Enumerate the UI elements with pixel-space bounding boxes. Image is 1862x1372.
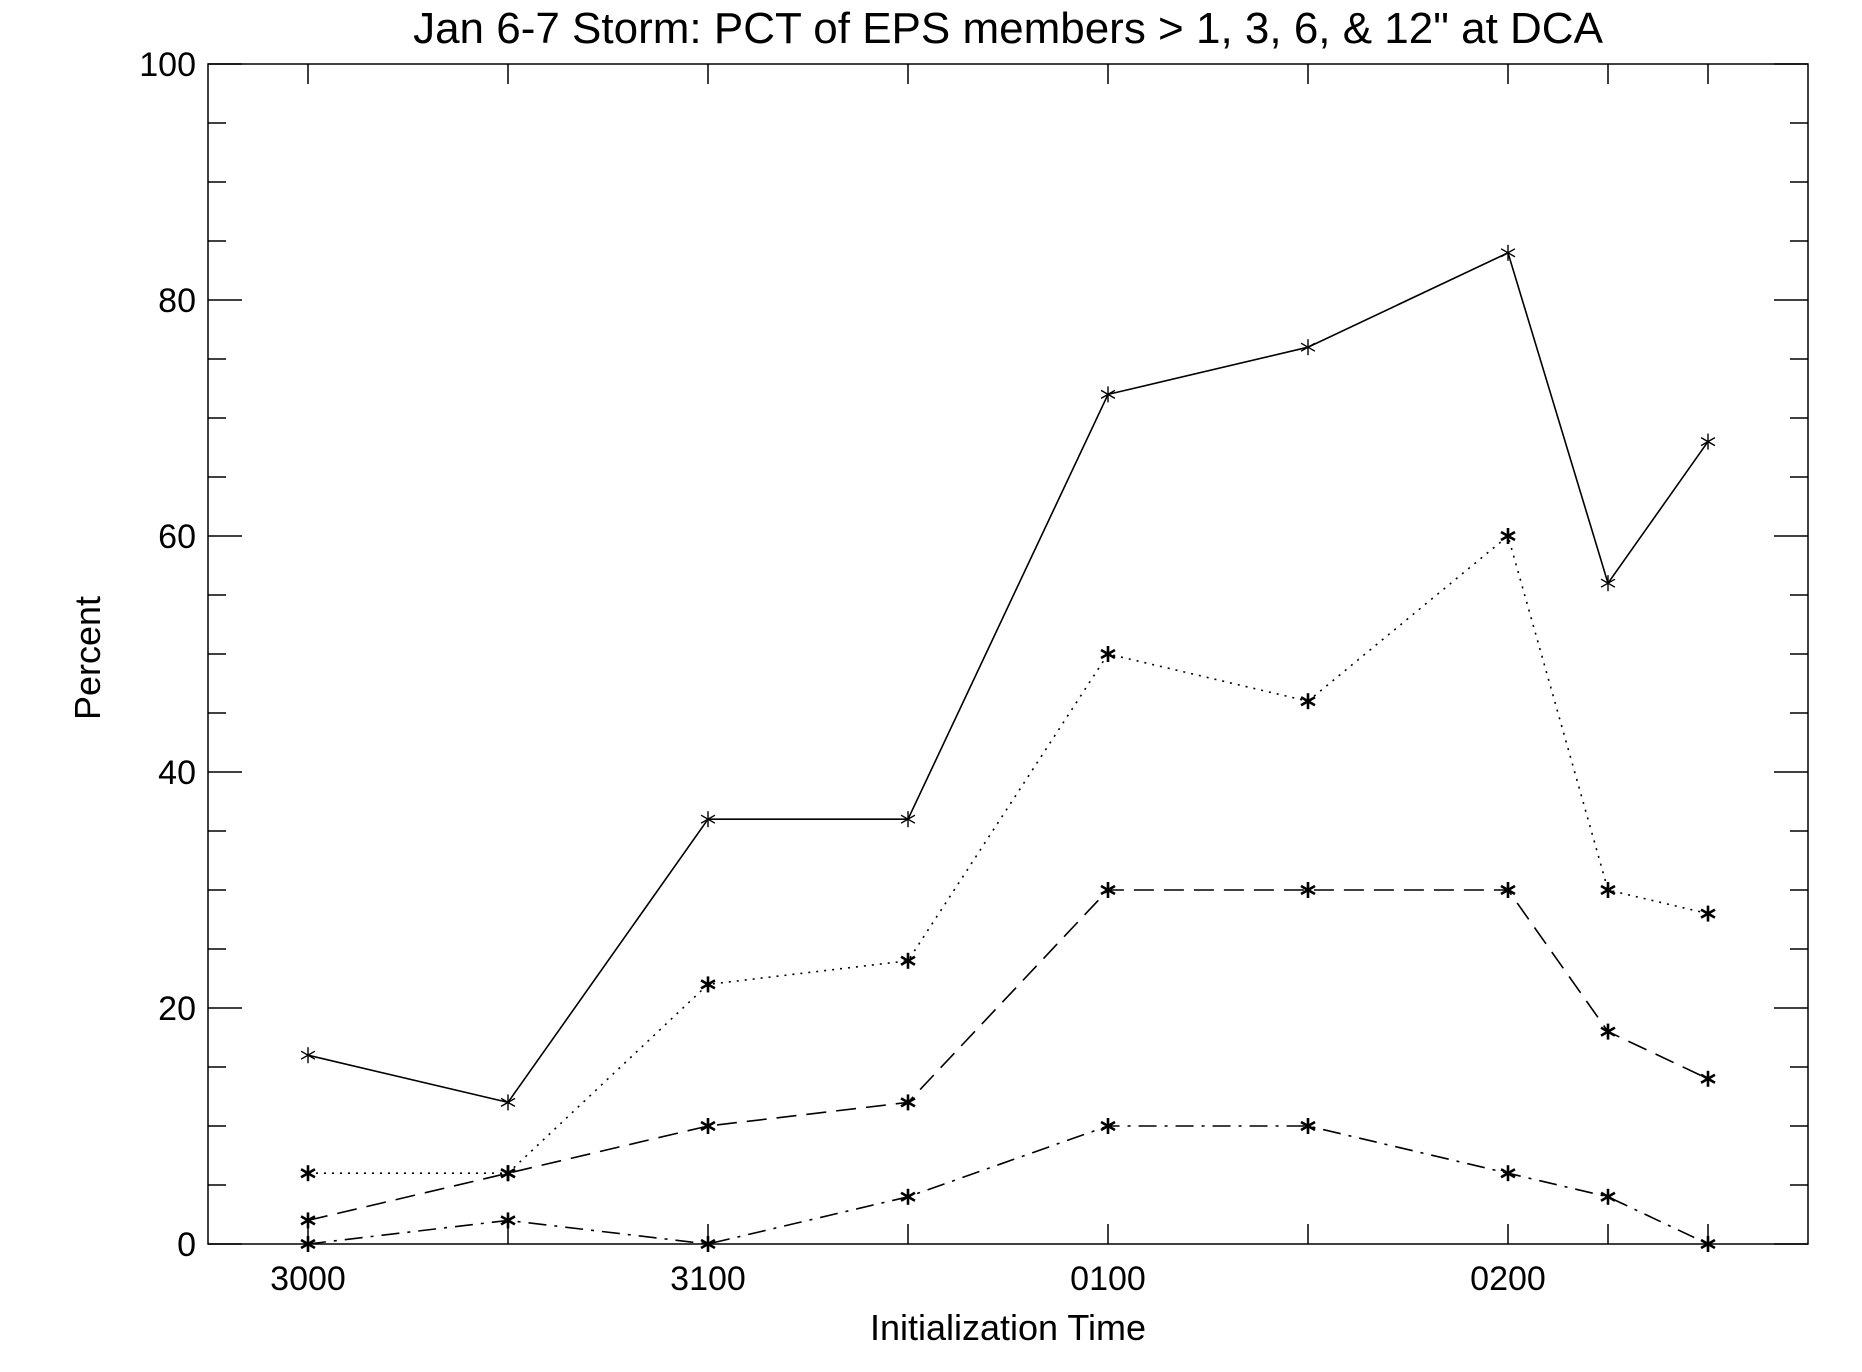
- series-layer: [300, 244, 1716, 1252]
- data-point: [1500, 528, 1516, 544]
- data-point: [1700, 1236, 1716, 1252]
- data-point: [500, 1165, 516, 1182]
- series-line: [307, 1125, 1709, 1245]
- data-point: [500, 1212, 516, 1229]
- data-point: [700, 1236, 716, 1252]
- data-point: [1100, 1118, 1116, 1134]
- x-tick-label: 3100: [670, 1260, 746, 1298]
- data-point: [1100, 646, 1116, 662]
- data-point: [1300, 1118, 1316, 1134]
- y-tick-label: 20: [158, 990, 196, 1028]
- data-point: [300, 1165, 316, 1182]
- data-point: [900, 1094, 916, 1111]
- x-axis-ticks: 3000 3100 0100 0200: [270, 64, 1709, 1298]
- y-tick-label: 40: [158, 754, 196, 792]
- data-point: [1100, 386, 1116, 403]
- y-tick-label: 100: [139, 46, 196, 84]
- data-point: [1700, 1070, 1716, 1087]
- x-tick-label: 3000: [270, 1260, 346, 1298]
- data-point: [700, 811, 716, 828]
- series-line: [307, 251, 1709, 1104]
- data-point: [700, 1118, 716, 1134]
- data-point: [1700, 905, 1716, 922]
- x-tick-label: 0200: [1470, 1260, 1546, 1298]
- plot-frame: [207, 63, 1809, 1245]
- chart-title: Jan 6-7 Storm: PCT of EPS members > 1, 3…: [413, 4, 1604, 53]
- data-point: [300, 1236, 316, 1252]
- data-point: [1300, 882, 1316, 898]
- series-line: [308, 534, 1709, 1174]
- data-point: [1500, 244, 1516, 261]
- x-axis-label: Initialization Time: [870, 1307, 1146, 1348]
- data-point: [1600, 1023, 1616, 1040]
- data-point: [900, 1188, 916, 1205]
- data-point: [300, 1047, 316, 1064]
- series-3: [300, 882, 1716, 1229]
- series-2: [300, 528, 1716, 1182]
- x-tick-label: 0100: [1070, 1260, 1146, 1298]
- series-1: [300, 244, 1716, 1111]
- data-point: [1600, 1188, 1616, 1205]
- data-point: [1100, 882, 1116, 898]
- series-4: [300, 1118, 1716, 1252]
- data-point: [1500, 882, 1516, 898]
- data-point: [1600, 882, 1616, 898]
- data-point: [500, 1094, 516, 1111]
- data-point: [1700, 433, 1716, 450]
- data-point: [900, 952, 916, 969]
- y-tick-label: 80: [158, 282, 196, 320]
- data-point: [1300, 693, 1316, 710]
- y-axis-label: Percent: [67, 596, 108, 720]
- y-axis-ticks: 0 20 40 60 80 100: [139, 46, 1808, 1264]
- data-point: [1500, 1165, 1516, 1182]
- data-point: [1300, 339, 1316, 356]
- y-tick-label: 0: [177, 1226, 196, 1264]
- data-point: [700, 976, 716, 993]
- data-point: [300, 1212, 316, 1229]
- data-point: [900, 811, 916, 828]
- y-tick-label: 60: [158, 518, 196, 556]
- data-point: [1600, 575, 1616, 592]
- series-line: [307, 889, 1709, 1222]
